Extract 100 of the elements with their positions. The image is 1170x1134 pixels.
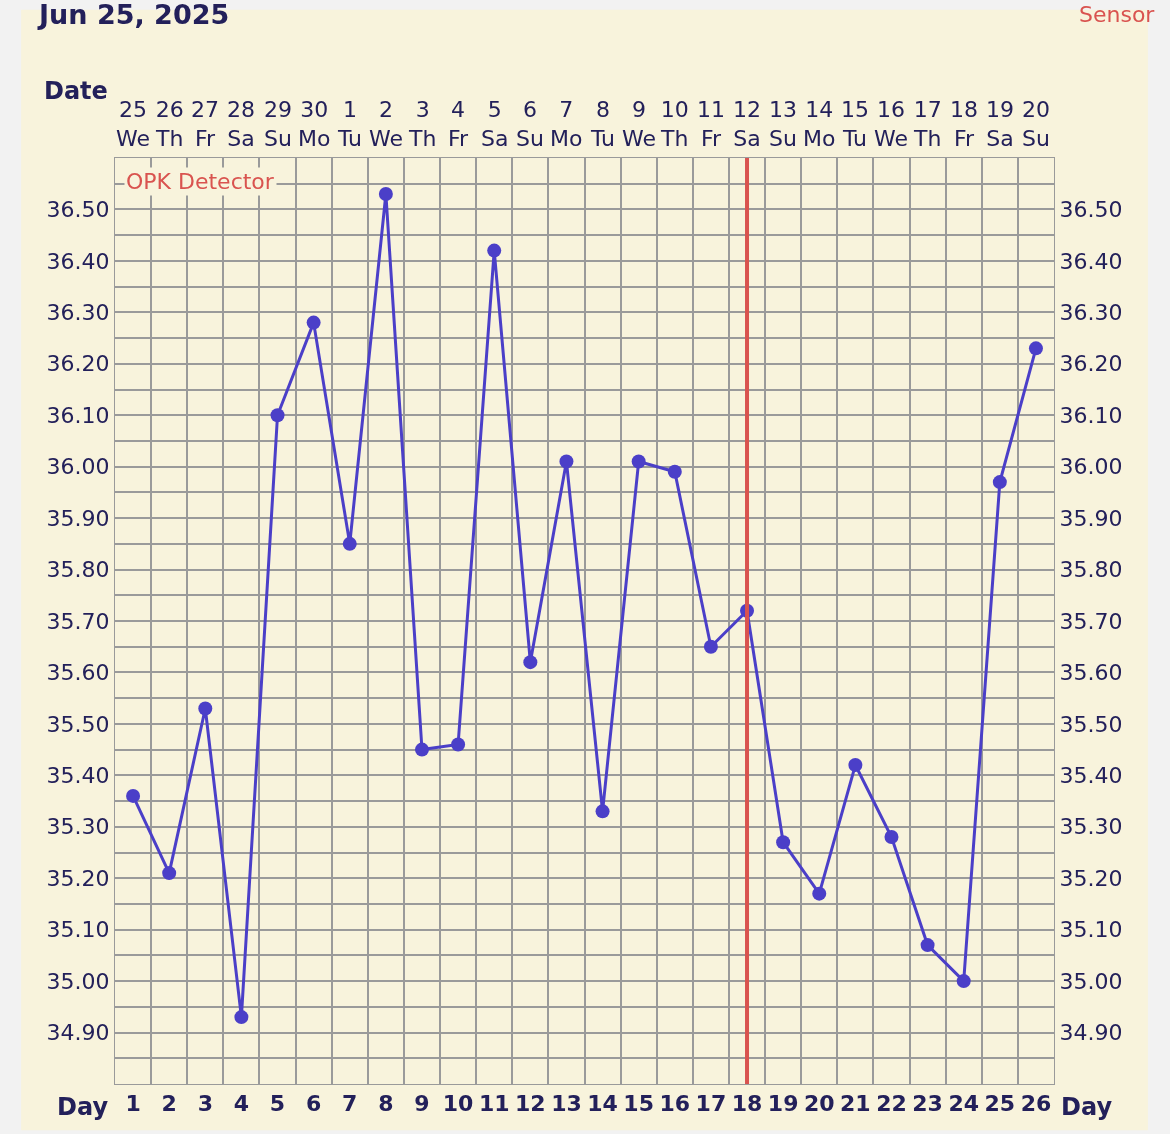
point — [523, 655, 538, 670]
x-tick-label: 5 — [269, 1091, 286, 1117]
x-axis-title: Day — [57, 1093, 109, 1121]
y-tick-label: 35.40 — [46, 763, 110, 789]
text: 20 Su — [1022, 97, 1050, 151]
x-tick-label: 24 — [948, 1091, 980, 1117]
y2-tick-label: 35.80 — [1059, 557, 1123, 583]
text: 5 Sa — [481, 97, 509, 151]
y-tick-label: 36.00 — [46, 454, 110, 480]
y-tick-label: 36.10 — [46, 402, 110, 428]
point — [342, 536, 357, 551]
x-tick-label: 26 — [1020, 1091, 1052, 1117]
y2-tick-label: 35.50 — [1059, 711, 1123, 737]
x-tick-label: 8 — [378, 1091, 394, 1117]
text: 12 Sa — [733, 97, 761, 151]
text: 30 Mo — [298, 97, 331, 151]
point — [920, 938, 935, 953]
point — [812, 886, 827, 901]
x-tick-label: 9 — [414, 1091, 430, 1117]
x-tick-label: 14 — [587, 1091, 618, 1117]
x-tick-label: 4 — [233, 1091, 250, 1117]
text: 7 Mo — [550, 97, 583, 151]
point — [667, 464, 682, 479]
y2-tick-label: 35.90 — [1059, 505, 1123, 531]
text: Day — [1061, 1093, 1113, 1121]
point — [992, 475, 1007, 490]
point — [848, 758, 863, 773]
y-tick-label: 34.90 — [46, 1020, 110, 1046]
y-tick-label: 35.30 — [46, 814, 110, 840]
text: 26 Th — [155, 97, 184, 151]
y2-tick-label: 36.40 — [1059, 248, 1123, 274]
y-tick-label: 36.50 — [46, 197, 110, 223]
x-tick-label: 11 — [478, 1091, 510, 1117]
point — [631, 454, 646, 469]
x-tick-label: 7 — [342, 1091, 358, 1117]
y2-tick-label: 34.90 — [1059, 1020, 1123, 1046]
point — [234, 1010, 249, 1025]
annotation: OPK Detector — [126, 169, 275, 194]
y-tick-label: 35.90 — [46, 505, 110, 531]
point — [559, 454, 574, 469]
text: 1 Tu — [337, 97, 363, 151]
text: 15 Tu — [841, 97, 869, 151]
x-tick-label: 19 — [767, 1091, 799, 1117]
y2-tick-label: 35.30 — [1059, 814, 1123, 840]
y2-tick-label: 35.60 — [1059, 660, 1123, 686]
y-tick-label: 35.00 — [46, 968, 110, 994]
x-tick-label: 13 — [551, 1091, 582, 1117]
y2-tick-label: 35.40 — [1059, 763, 1123, 789]
x-tick-label: 1 — [125, 1091, 141, 1117]
point — [162, 866, 177, 881]
x-tick-label: 10 — [442, 1091, 474, 1117]
text: 29 Su — [264, 97, 292, 151]
x-tick-label: 25 — [984, 1091, 1016, 1117]
y2-tick-label: 36.50 — [1059, 197, 1123, 223]
point — [126, 788, 141, 803]
x-tick-label: 3 — [197, 1091, 213, 1117]
text: 4 Fr — [448, 97, 470, 151]
point — [956, 974, 971, 989]
x2-axis-title: Date — [44, 77, 108, 105]
text: 27 Fr — [191, 97, 219, 151]
point — [1028, 341, 1043, 356]
x-tick-label: 6 — [305, 1091, 322, 1117]
point — [414, 742, 429, 757]
text: 3 Th — [408, 97, 437, 151]
x-tick-label: 22 — [876, 1091, 907, 1117]
x-tick-label: 18 — [731, 1091, 763, 1117]
x-tick-label: 20 — [803, 1091, 835, 1117]
text: 6 Su — [516, 97, 544, 151]
y-tick-label: 35.10 — [46, 917, 110, 943]
point — [378, 187, 393, 201]
point — [270, 408, 285, 423]
y-tick-label: 35.20 — [46, 865, 110, 891]
y-tick-label: 35.80 — [46, 557, 110, 583]
text: 10 Th — [660, 97, 689, 151]
text: Sensor — [1079, 2, 1156, 27]
point — [595, 804, 610, 819]
x-tick-label: 23 — [912, 1091, 943, 1117]
text: 17 Th — [913, 97, 942, 151]
text: 25 We — [116, 97, 150, 151]
point — [776, 835, 791, 850]
point — [703, 639, 718, 654]
x-tick-label: 15 — [623, 1091, 654, 1117]
point — [306, 315, 321, 330]
y-tick-label: 35.60 — [46, 660, 110, 686]
point — [884, 830, 899, 845]
y2-tick-label: 35.20 — [1059, 865, 1123, 891]
text: 13 Su — [769, 97, 797, 151]
x-tick-label: 12 — [515, 1091, 546, 1117]
text: 9 We — [622, 97, 656, 151]
text: 11 Fr — [697, 97, 725, 151]
y2-tick-label: 36.10 — [1059, 402, 1123, 428]
y2-tick-label: 35.00 — [1059, 968, 1123, 994]
y-tick-label: 35.70 — [46, 608, 110, 634]
text: 18 Fr — [950, 97, 978, 151]
point — [451, 737, 466, 752]
y2-tick-label: 35.10 — [1059, 917, 1123, 943]
chart-title: Jun 25, 2025 — [37, 0, 230, 30]
text: 14 Mo — [803, 97, 836, 151]
point — [487, 243, 502, 258]
y-tick-label: 36.40 — [46, 248, 110, 274]
